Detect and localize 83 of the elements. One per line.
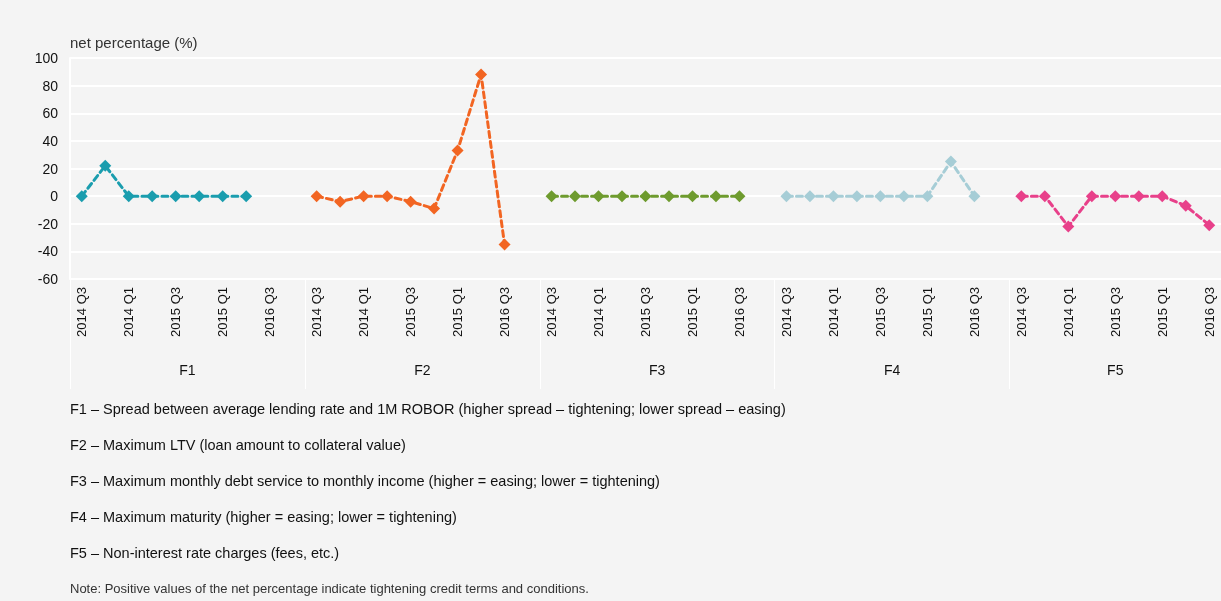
x-tick-label: 2016 Q3 <box>497 287 513 337</box>
x-tick-label: 2014 Q3 <box>74 287 90 337</box>
point <box>592 190 605 203</box>
point <box>146 190 159 203</box>
point <box>944 155 957 168</box>
point <box>1203 219 1216 232</box>
text: F5 <box>1107 362 1124 378</box>
x-tick-label: 2015 Q3 <box>403 287 419 337</box>
y-axis-title: net percentage (%) <box>70 34 198 51</box>
y-tick-label: 40 <box>42 132 59 149</box>
point <box>216 190 229 203</box>
x-tick-label: 2015 Q1 <box>215 287 231 337</box>
y-tick-label: -60 <box>37 271 59 287</box>
point <box>1179 199 1192 212</box>
y-tick-label: 100 <box>34 50 59 66</box>
x-tick-label: 2014 Q3 <box>1013 287 1029 337</box>
x-tick-label: 2015 Q3 <box>168 287 184 337</box>
point <box>334 195 347 208</box>
x-tick-label: 2014 Q3 <box>309 287 325 337</box>
point <box>968 190 981 203</box>
x-tick-label: 2016 Q3 <box>1201 287 1217 337</box>
x-tick-label: 2014 Q1 <box>1060 287 1076 337</box>
text: F2 <box>414 362 431 378</box>
point <box>709 190 722 203</box>
x-tick-label: 2015 Q1 <box>919 287 935 337</box>
text: F4 – Maximum maturity (higher = easing; lower = tightening) <box>70 508 458 527</box>
point <box>545 190 558 203</box>
text: F4 <box>883 362 901 378</box>
x-tick-label: 2015 Q3 <box>872 287 888 337</box>
x-tick-label: 2016 Q3 <box>731 287 747 337</box>
point <box>1109 190 1122 203</box>
x-tick-label: 2014 Q3 <box>544 287 560 337</box>
point <box>240 190 253 203</box>
text: F3 <box>649 362 666 378</box>
point <box>921 190 934 203</box>
point <box>310 190 323 203</box>
text: Note: Positive values of the net percentage indicate tightening credit terms and conditions. <box>70 580 590 597</box>
x-tick-label: 2014 Q1 <box>121 287 137 337</box>
point <box>639 190 652 203</box>
point <box>1062 220 1075 233</box>
point <box>1156 190 1169 203</box>
point <box>475 68 488 81</box>
x-tick-label: 2015 Q1 <box>450 287 466 337</box>
x-tick-label: 2015 Q3 <box>638 287 653 337</box>
text: F3 – Maximum monthly debt service to monthly income (higher = easing; lower = tightening) <box>70 472 661 491</box>
text: F1 – Spread between average lending rate and 1M ROBOR (higher spread – tightening; lower spread – easing) <box>70 400 787 419</box>
point <box>1038 190 1051 203</box>
point <box>122 190 135 203</box>
point <box>99 159 112 172</box>
x-tick-label: 2014 Q1 <box>356 287 372 337</box>
point <box>404 195 417 208</box>
x-tick-label: 2015 Q3 <box>1107 287 1123 337</box>
point <box>428 202 441 215</box>
point <box>169 190 182 203</box>
x-tick-label: 2014 Q1 <box>591 287 607 337</box>
point <box>381 190 394 203</box>
x-tick-label: 2015 Q1 <box>1154 287 1170 337</box>
point <box>733 190 746 203</box>
y-tick-label: 80 <box>42 77 59 94</box>
x-tick-label: 2015 Q1 <box>684 287 700 337</box>
point <box>357 190 370 203</box>
y-tick-label: -20 <box>37 215 59 232</box>
text: F2 – Maximum LTV (loan amount to collateral value) <box>70 436 407 455</box>
y-tick-label: 0 <box>50 188 59 205</box>
point <box>686 190 699 203</box>
x-tick-label: 2014 Q1 <box>825 287 841 337</box>
x-tick-label: 2016 Q3 <box>262 287 278 337</box>
point <box>75 190 88 203</box>
point <box>451 144 464 157</box>
point <box>874 190 887 203</box>
x-tick-label: 2014 Q3 <box>778 287 794 337</box>
point <box>498 238 511 251</box>
x-tick-label: 2016 Q3 <box>966 287 982 337</box>
point <box>193 190 206 203</box>
point <box>1015 190 1028 203</box>
point <box>803 190 816 203</box>
y-tick-label: -40 <box>37 243 59 260</box>
y-tick-label: 60 <box>42 105 59 122</box>
y-tick-label: 20 <box>42 160 59 177</box>
point <box>569 190 582 203</box>
point <box>1085 190 1098 203</box>
text: F1 <box>179 362 196 378</box>
text: F5 – Non-interest rate charges (fees, etc.) <box>70 544 341 563</box>
